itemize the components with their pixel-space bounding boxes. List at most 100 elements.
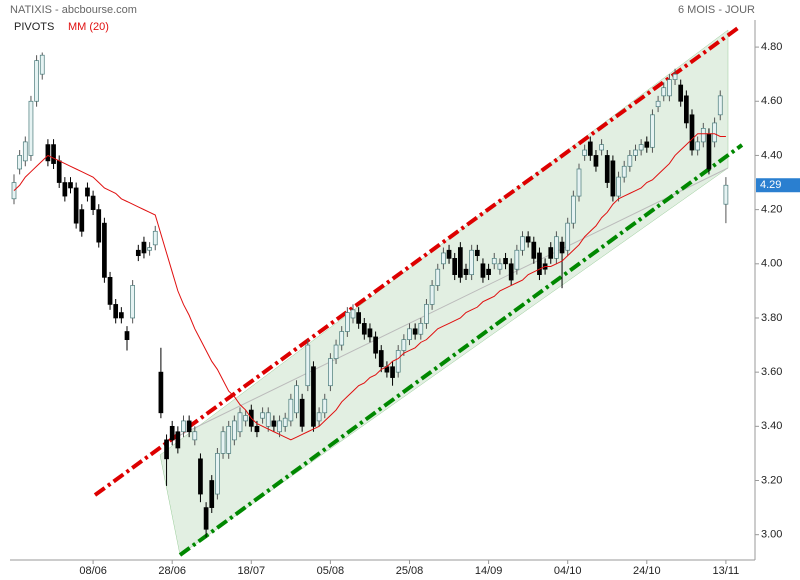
candle-body	[118, 312, 124, 319]
candle-body	[655, 100, 661, 108]
candle-body	[294, 385, 299, 414]
x-tick-label: 08/06	[79, 565, 107, 577]
candle-body	[62, 182, 68, 197]
candle-body	[463, 268, 469, 275]
candle-body	[209, 480, 215, 508]
candle-body	[141, 241, 147, 254]
candle-body	[644, 141, 650, 148]
candle-body	[452, 258, 458, 275]
candle-body	[243, 415, 248, 422]
candle-body	[45, 144, 51, 162]
candle-body	[480, 263, 486, 278]
candle-body	[265, 412, 271, 427]
candle-body	[621, 165, 627, 178]
candle-body	[604, 155, 610, 183]
period-label: 6 MOIS - JOUR	[678, 4, 755, 16]
candle-body	[356, 312, 361, 324]
candle-body	[181, 420, 186, 433]
candle-body	[215, 453, 220, 495]
candle-body	[130, 285, 135, 319]
candle-body	[678, 84, 684, 102]
y-tick-label: 3.40	[761, 420, 782, 432]
y-tick-label: 3.80	[761, 312, 782, 324]
candle-body	[474, 249, 480, 257]
chart-title: NATIXIS - abcbourse.com	[10, 4, 137, 16]
y-tick-label: 4.20	[761, 204, 782, 216]
y-tick-label: 4.40	[761, 149, 782, 161]
candle-body	[345, 312, 350, 332]
candle-body	[147, 247, 152, 251]
candle-body	[237, 412, 243, 433]
candle-body	[39, 54, 45, 75]
candle-body	[85, 187, 90, 197]
x-tick-label: 28/06	[158, 565, 186, 577]
candle-body	[441, 252, 446, 265]
candle-body	[548, 247, 554, 259]
candle-body	[113, 304, 119, 319]
candle-body	[610, 160, 616, 197]
candle-body	[328, 358, 333, 387]
x-tick-label: 18/07	[238, 565, 266, 577]
candle-body	[350, 309, 356, 319]
candle-body	[712, 122, 717, 143]
candle-body	[90, 195, 96, 210]
candle-body	[700, 128, 706, 143]
candle-body	[616, 176, 621, 197]
candle-body	[169, 425, 175, 441]
candle-body	[68, 182, 73, 189]
candle-body	[378, 350, 384, 368]
candle-body	[367, 328, 373, 338]
candle-body	[531, 241, 537, 259]
channel-area	[159, 29, 729, 556]
candle-body	[469, 249, 474, 275]
candle-body	[28, 100, 34, 156]
y-tick-label: 4.00	[761, 258, 782, 270]
legend-entry: MM (20)	[68, 21, 109, 33]
x-tick-label: 25/08	[396, 565, 424, 577]
candle-body	[514, 249, 520, 270]
y-tick-label: 4.60	[761, 95, 782, 107]
candle-body	[689, 114, 695, 151]
candle-body	[311, 366, 316, 427]
candle-body	[135, 249, 141, 257]
y-tick-label: 3.60	[761, 366, 782, 378]
candle-body	[333, 344, 339, 359]
candle-body	[158, 371, 164, 414]
candle-body	[305, 344, 311, 387]
candle-body	[565, 222, 571, 251]
candle-body	[96, 209, 102, 243]
candle-body	[537, 252, 542, 275]
y-tick-label: 3.00	[761, 529, 782, 541]
x-tick-label: 04/10	[554, 565, 582, 577]
last-price-box	[756, 178, 800, 193]
candle-body	[124, 331, 130, 340]
candle-body	[254, 425, 260, 433]
candle-body	[424, 304, 429, 324]
candle-body	[395, 350, 401, 373]
candle-body	[51, 144, 56, 164]
candle-body	[22, 141, 28, 162]
candle-body	[203, 507, 209, 530]
y-tick-label: 3.20	[761, 474, 782, 486]
candle-body	[56, 160, 62, 183]
pivots-label: PIVOTS	[14, 21, 54, 33]
candle-body	[638, 144, 644, 151]
candle-body	[683, 95, 689, 124]
candle-body	[401, 339, 407, 351]
candle-body	[316, 412, 322, 422]
candle-body	[570, 195, 576, 224]
last-price-label: 4.29	[760, 179, 781, 191]
candle-body	[232, 420, 237, 441]
candle-body	[627, 155, 633, 167]
candle-body	[497, 263, 503, 270]
candle-body	[186, 420, 192, 433]
candle-body	[650, 114, 655, 148]
candle-body	[593, 155, 599, 167]
candle-body	[390, 366, 395, 378]
candle-body	[79, 209, 85, 232]
ma-line	[13, 133, 726, 441]
candle-body	[458, 247, 463, 278]
upper-trendline	[93, 26, 740, 497]
